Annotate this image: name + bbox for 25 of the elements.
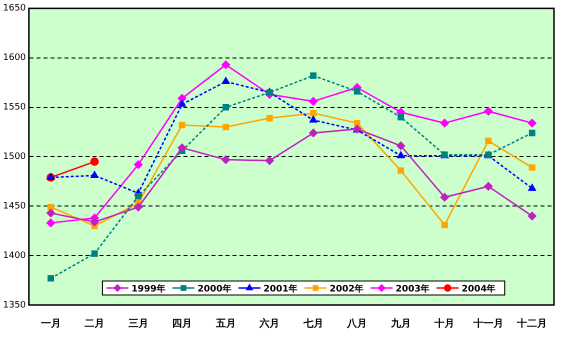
y-tick-label: 1350 <box>3 300 26 310</box>
y-tick-label: 1450 <box>3 201 26 212</box>
x-tick-label: 二月 <box>84 318 105 330</box>
legend-label: 1999年 <box>131 283 166 294</box>
x-tick-label: 六月 <box>258 318 280 330</box>
y-tick-label: 1600 <box>3 53 26 64</box>
legend-label: 2004年 <box>462 283 496 294</box>
x-tick-label: 三月 <box>128 318 148 330</box>
legend-label: 2001年 <box>264 283 298 294</box>
x-tick-label: 十月 <box>434 318 455 330</box>
x-tick-label: 九月 <box>390 318 411 330</box>
legend-label: 2002年 <box>330 283 364 294</box>
x-tick-label: 十二月 <box>516 318 548 330</box>
y-tick-label: 1500 <box>3 152 26 162</box>
legend-label: 2000年 <box>197 283 232 294</box>
x-tick-label: 八月 <box>346 318 368 330</box>
legend-label: 2003年 <box>396 283 430 294</box>
y-tick-label: 1550 <box>3 102 26 113</box>
x-tick-label: 四月 <box>172 318 192 330</box>
x-tick-label: 七月 <box>302 318 324 330</box>
x-tick-label: 一月 <box>40 318 61 330</box>
y-tick-label: 1650 <box>3 4 26 14</box>
x-tick-label: 十一月 <box>472 318 504 330</box>
x-tick-label: 五月 <box>214 318 236 330</box>
y-tick-label: 1400 <box>3 250 26 261</box>
